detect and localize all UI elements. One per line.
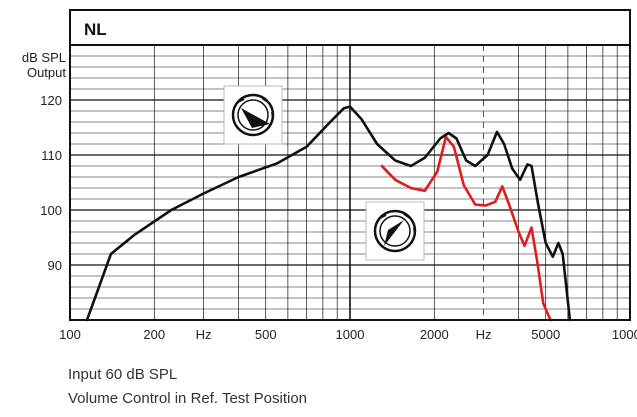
y-tick-label: 90 [48,258,62,273]
caption-volume-position: Volume Control in Ref. Test Position [68,390,308,407]
tick-labels: 100 200 Hz 500 1000 2000 Hz 5000 10000 90 100 110 12… [40,93,637,342]
x-tick-label: Hz [476,327,492,342]
x-tick-label: 1000 [336,327,365,342]
x-tick-label: 200 [143,327,165,342]
x-tick-label: 500 [255,327,277,342]
y-axis-label-line2: Output [27,65,66,80]
grid [70,45,630,320]
title-band [69,9,631,46]
y-tick-label: 120 [40,93,62,108]
caption-input-level: Input 60 dB SPL [68,366,178,383]
y-axis-label-line1: dB SPL [22,50,66,65]
series-layer [85,105,572,322]
volume-dial-icon [223,85,283,145]
x-tick-label: 5000 [531,327,560,342]
chart-title: NL [84,20,107,39]
volume-dial-icon [365,201,425,261]
x-tick-label: Hz [196,327,212,342]
x-tick-label: 100 [59,327,81,342]
x-tick-label: 10000 [612,327,637,342]
x-tick-label: 2000 [420,327,449,342]
y-tick-label: 110 [41,148,62,163]
series-line-black [85,105,572,322]
series-line-red [380,135,552,322]
y-tick-label: 100 [40,203,62,218]
